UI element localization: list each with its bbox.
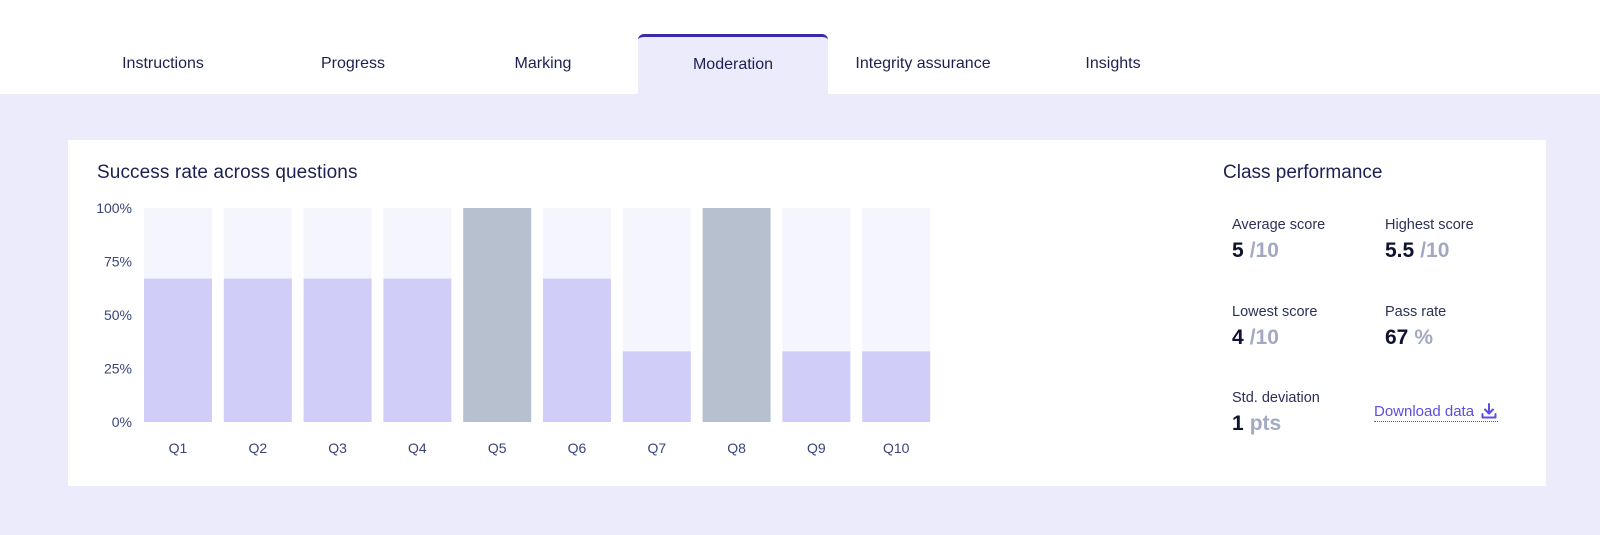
- bar[interactable]: [862, 351, 931, 422]
- pass-rate-value: 67%: [1385, 326, 1446, 350]
- average-score-value: 5/10: [1232, 239, 1325, 263]
- x-tick-label: Q8: [727, 440, 746, 456]
- download-data-link[interactable]: Download data: [1374, 402, 1499, 422]
- lowest-score-stat: Lowest score 4/10: [1232, 304, 1317, 350]
- x-tick-label: Q7: [647, 440, 666, 456]
- average-score-number: 5: [1232, 239, 1244, 262]
- lowest-score-value: 4/10: [1232, 326, 1317, 350]
- bar[interactable]: [782, 351, 851, 422]
- bar[interactable]: [144, 278, 212, 422]
- highest-score-label: Highest score: [1385, 217, 1474, 233]
- class-performance-panel: Class performance Average score 5/10 Hig…: [1223, 140, 1543, 486]
- highlighted-bar[interactable]: [702, 208, 771, 422]
- x-tick-label: Q1: [169, 440, 188, 456]
- pass-rate-unit: %: [1414, 326, 1434, 349]
- tab-bar: Instructions Progress Marking Moderation…: [68, 34, 1208, 94]
- highest-score-value: 5.5/10: [1385, 239, 1474, 263]
- std-deviation-unit: pts: [1249, 412, 1282, 435]
- highest-score-number: 5.5: [1385, 239, 1415, 262]
- x-tick-label: Q4: [408, 440, 427, 456]
- std-deviation-stat: Std. deviation 1 pts: [1232, 390, 1320, 436]
- bar[interactable]: [622, 351, 691, 422]
- download-icon: [1481, 403, 1497, 419]
- pass-rate-stat: Pass rate 67%: [1385, 304, 1446, 350]
- bar[interactable]: [383, 278, 452, 422]
- std-deviation-value: 1 pts: [1232, 412, 1320, 436]
- lowest-score-label: Lowest score: [1232, 304, 1318, 320]
- lowest-score-number: 4: [1232, 326, 1244, 349]
- x-tick-label: Q3: [328, 440, 347, 456]
- tab-progress[interactable]: Progress: [320, 55, 386, 72]
- average-score-label: Average score: [1232, 217, 1326, 233]
- bar[interactable]: [223, 278, 292, 422]
- std-deviation-label: Std. deviation: [1232, 390, 1320, 406]
- highlighted-bar[interactable]: [463, 208, 532, 422]
- pass-rate-label: Pass rate: [1385, 304, 1447, 320]
- moderation-panel: Success rate across questions 100% 75% 50%…: [0, 94, 1600, 535]
- success-rate-chart: 100% 75% 50% 25% 0% Q1 Q2 Q3 Q4 Q5 Q6 Q7 Q8 Q9 Q10: [96, 200, 931, 456]
- chart-title: Success rate across questions: [97, 162, 358, 183]
- y-tick-label: 100%: [96, 200, 132, 216]
- tab-marking[interactable]: Marking: [514, 55, 572, 72]
- x-tick-label: Q10: [883, 440, 910, 456]
- tab-insights[interactable]: Insights: [1085, 55, 1141, 72]
- bar[interactable]: [303, 278, 372, 422]
- lowest-score-unit: /10: [1249, 326, 1279, 349]
- top-bar: Instructions Progress Marking Moderation…: [0, 0, 1600, 94]
- average-score-unit: /10: [1249, 239, 1279, 262]
- x-tick-label: Q2: [248, 440, 267, 456]
- std-deviation-number: 1: [1232, 412, 1244, 435]
- y-tick-label: 25%: [104, 361, 132, 377]
- x-tick-label: Q5: [488, 440, 507, 456]
- class-performance-title: Class performance: [1223, 162, 1383, 183]
- highest-score-stat: Highest score 5.5/10: [1385, 217, 1474, 263]
- bar[interactable]: [543, 278, 611, 422]
- x-tick-label: Q9: [807, 440, 826, 456]
- x-tick-label: Q6: [568, 440, 587, 456]
- y-tick-label: 0%: [112, 414, 132, 430]
- y-tick-label: 75%: [104, 254, 132, 270]
- highest-score-unit: /10: [1420, 239, 1450, 262]
- tab-instructions[interactable]: Instructions: [122, 55, 204, 72]
- moderation-card: Success rate across questions 100% 75% 50%…: [68, 140, 1546, 486]
- download-data-label: Download data: [1374, 402, 1475, 420]
- tab-moderation[interactable]: Moderation: [638, 34, 828, 94]
- pass-rate-number: 67: [1385, 326, 1409, 349]
- y-tick-label: 50%: [104, 307, 132, 323]
- tab-integrity-assurance[interactable]: Integrity assurance: [855, 55, 991, 72]
- average-score-stat: Average score 5/10: [1232, 217, 1325, 263]
